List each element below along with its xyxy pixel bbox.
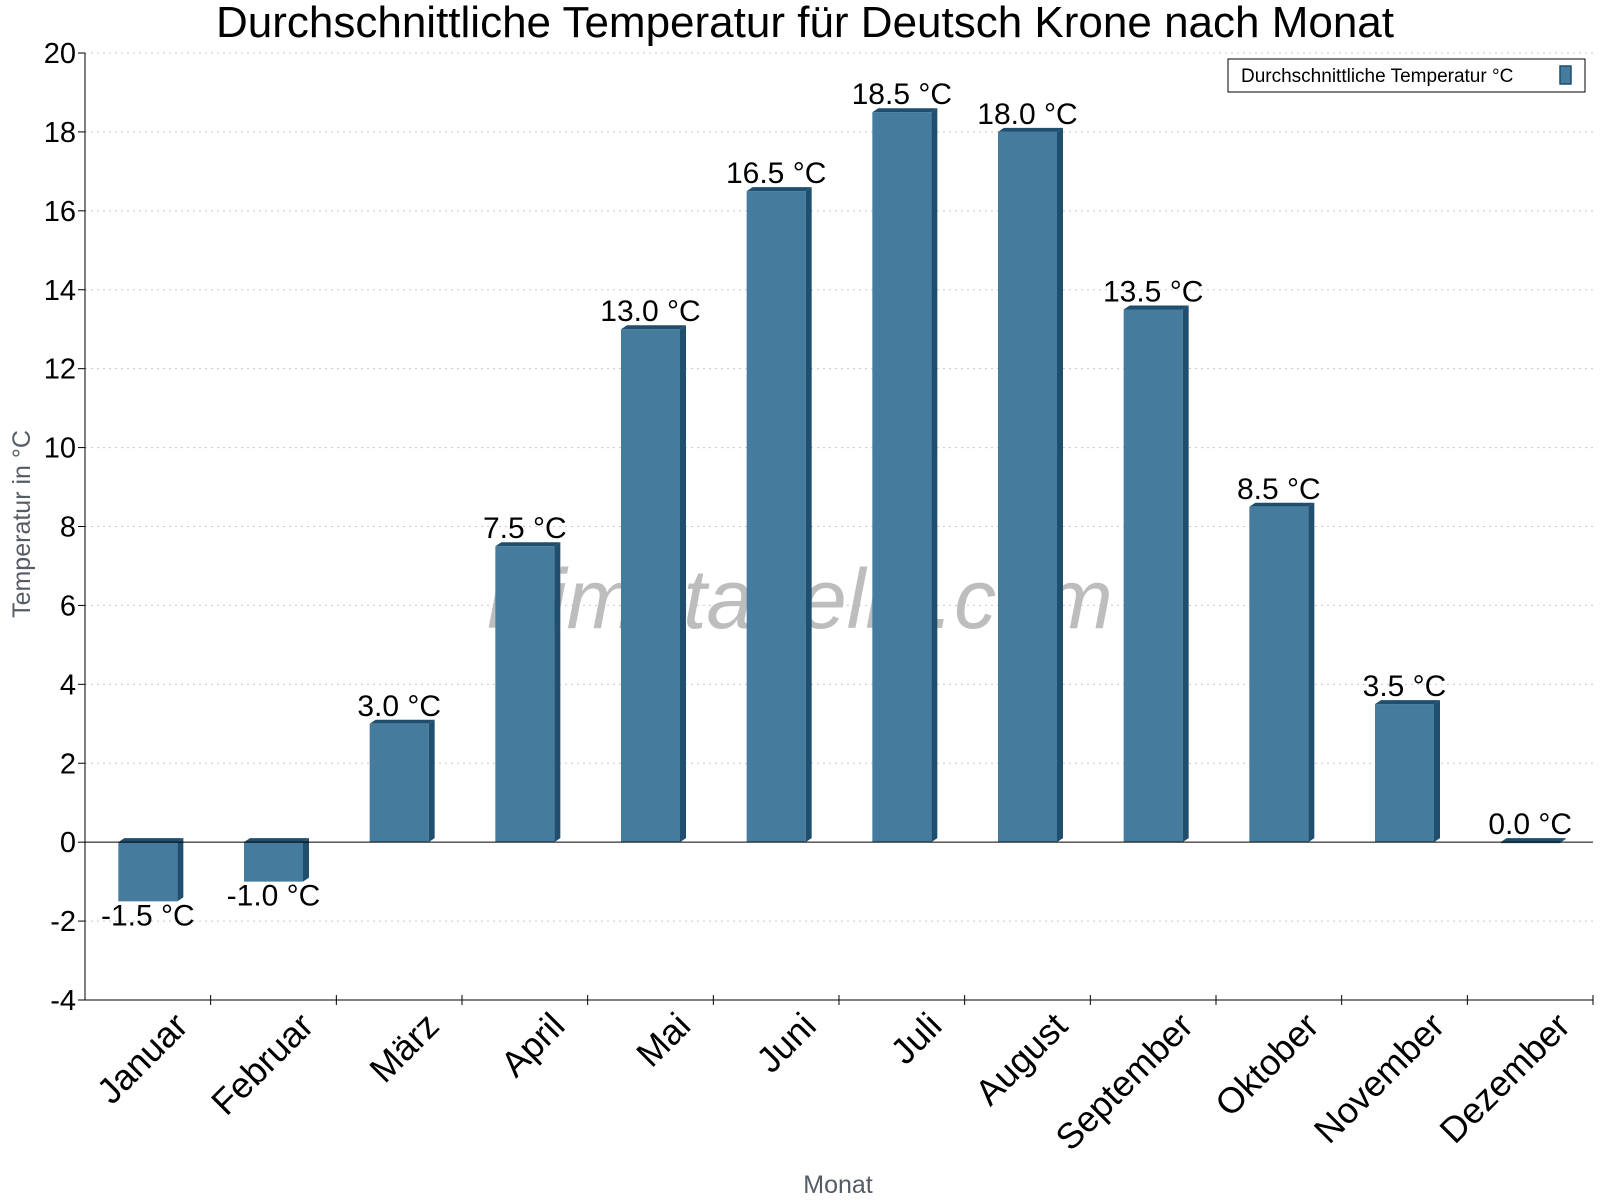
- chart-title: Durchschnittliche Temperatur für Deutsch…: [216, 0, 1394, 47]
- bar-top: [872, 108, 938, 113]
- bar-front: [369, 723, 429, 843]
- bar-top: [1500, 838, 1566, 843]
- value-label: 13.5 °C: [1103, 275, 1203, 308]
- bar-top: [495, 542, 561, 547]
- axes: [78, 52, 1594, 1005]
- x-tick-labels: Januar Februar März April Mai Juni Juli AugustS…: [89, 1005, 1578, 1159]
- value-label: 16.5 °C: [726, 157, 826, 190]
- bar-front: [872, 112, 932, 843]
- y-tick-label: 14: [44, 275, 76, 307]
- bar-side: [805, 187, 812, 843]
- bar-front: [998, 131, 1057, 843]
- bar-front: [495, 546, 555, 843]
- bar: [118, 838, 184, 902]
- bar: [746, 187, 812, 843]
- bar-side: [303, 838, 309, 882]
- y-tick-label: 20: [44, 38, 76, 70]
- y-tick-label: 4: [60, 669, 76, 701]
- legend-swatch: [1559, 65, 1572, 85]
- value-label: -1.5 °C: [101, 899, 195, 932]
- value-label: 3.0 °C: [357, 690, 441, 723]
- x-axis-title: Monat: [803, 1171, 873, 1199]
- y-tick-label: 2: [60, 748, 76, 780]
- value-label: 3.5 °C: [1363, 670, 1447, 703]
- y-axis-title: Temperatur in °C: [8, 430, 36, 618]
- grid-lines: [85, 52, 1593, 1001]
- x-tick-label: Juni: [748, 1005, 824, 1081]
- bar: [495, 542, 561, 843]
- bar-side: [1057, 127, 1063, 843]
- x-tick-label: Mai: [628, 1005, 698, 1075]
- value-label: -1.0 °C: [227, 880, 321, 913]
- value-label: 7.5 °C: [483, 512, 567, 545]
- bar: [872, 108, 938, 843]
- bar-top: [1123, 305, 1189, 310]
- x-tick-label: Dezember: [1431, 1005, 1577, 1151]
- bar: [244, 838, 309, 882]
- y-tick-label: -2: [50, 906, 76, 938]
- bar-front: [746, 191, 806, 843]
- bar: [1123, 305, 1189, 843]
- x-tick-label: März: [361, 1005, 447, 1091]
- bar: [621, 325, 686, 843]
- bars: [118, 108, 1566, 902]
- y-tick-label: 18: [44, 117, 76, 149]
- bar-top: [621, 325, 686, 330]
- bar-side: [1308, 502, 1315, 843]
- bar-side: [680, 325, 686, 843]
- bar-front: [1123, 309, 1183, 843]
- bar: [1249, 502, 1315, 843]
- value-labels: -1.5 °C -1.0 °C 3.0 °C 7.5 °C 13.0 °C 16.5 °C…: [101, 78, 1572, 932]
- x-tick-label: September: [1047, 1005, 1201, 1159]
- legend: Durchschnittliche Temperatur °C: [1227, 58, 1586, 93]
- value-label: 0.0 °C: [1488, 808, 1572, 841]
- bar-front: [1249, 506, 1309, 843]
- y-tick-label: -4: [50, 985, 76, 1017]
- x-tick-label: August: [967, 1005, 1075, 1113]
- bar-side: [177, 838, 184, 902]
- y-tick-label: 16: [44, 196, 76, 228]
- y-tick-label: 8: [60, 512, 76, 544]
- x-tick-label: April: [493, 1005, 573, 1085]
- x-tick-label: Juli: [882, 1005, 949, 1072]
- value-label: 8.5 °C: [1237, 473, 1321, 506]
- x-tick-label: Oktober: [1207, 1005, 1327, 1125]
- bar-top: [244, 838, 309, 843]
- x-tick-label: Februar: [203, 1005, 321, 1123]
- y-tick-label: 0: [60, 827, 76, 859]
- bar-top: [746, 187, 812, 192]
- bar-side: [931, 108, 938, 843]
- y-tick-labels: -4 -2 0 2 4 6 8 10 12 14 16 18 20: [44, 38, 76, 1017]
- bar-front: [621, 329, 680, 843]
- legend-label: Durchschnittliche Temperatur °C: [1241, 66, 1513, 87]
- bar-front: [244, 842, 303, 882]
- bar-top: [998, 127, 1063, 132]
- bar-top: [1249, 502, 1315, 507]
- x-tick-label: November: [1306, 1005, 1452, 1151]
- bar-front: [118, 842, 178, 902]
- x-tick-label: Januar: [89, 1005, 196, 1112]
- bar: [1375, 700, 1440, 843]
- bar-front: [1375, 704, 1434, 843]
- bar-side: [428, 719, 435, 843]
- bar-top: [118, 838, 184, 843]
- bar-side: [1434, 700, 1440, 843]
- y-tick-label: 6: [60, 590, 76, 622]
- y-tick-label: 12: [44, 354, 76, 386]
- bar-side: [554, 542, 561, 843]
- bar-side: [1182, 305, 1189, 843]
- value-label: 18.5 °C: [852, 78, 952, 111]
- bar-top: [369, 719, 435, 724]
- y-tick-label: 10: [44, 433, 76, 465]
- value-label: 18.0 °C: [977, 98, 1077, 131]
- bar: [998, 127, 1063, 843]
- bar: [369, 719, 435, 843]
- bar-top: [1375, 700, 1440, 705]
- value-label: 13.0 °C: [600, 295, 700, 328]
- legend-box: [1227, 58, 1586, 93]
